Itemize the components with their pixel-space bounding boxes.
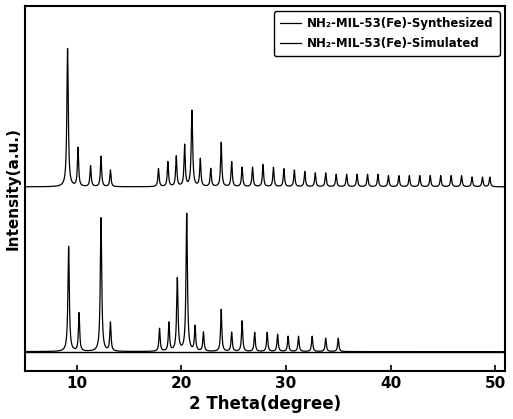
NH₂-MIL-53(Fe)-Simulated bbox=[184, 211, 190, 216]
NH₂-MIL-53(Fe)-Simulated bbox=[404, 349, 410, 354]
NH₂-MIL-53(Fe)-Simulated bbox=[378, 349, 384, 354]
NH₂-MIL-53(Fe)-Simulated bbox=[502, 349, 508, 354]
NH₂-MIL-53(Fe)-Simulated bbox=[306, 348, 312, 353]
NH₂-MIL-53(Fe)-Synthesized bbox=[502, 184, 508, 189]
NH₂-MIL-53(Fe)-Simulated bbox=[327, 349, 333, 354]
NH₂-MIL-53(Fe)-Synthesized bbox=[378, 184, 384, 189]
Line: NH₂-MIL-53(Fe)-Simulated: NH₂-MIL-53(Fe)-Simulated bbox=[25, 213, 505, 352]
NH₂-MIL-53(Fe)-Synthesized bbox=[327, 184, 333, 189]
NH₂-MIL-53(Fe)-Synthesized bbox=[22, 184, 28, 189]
NH₂-MIL-53(Fe)-Simulated bbox=[196, 347, 202, 352]
X-axis label: 2 Theta(degree): 2 Theta(degree) bbox=[189, 396, 341, 414]
Line: NH₂-MIL-53(Fe)-Synthesized: NH₂-MIL-53(Fe)-Synthesized bbox=[25, 49, 505, 187]
Y-axis label: Intensity(a.u.): Intensity(a.u.) bbox=[6, 127, 21, 250]
NH₂-MIL-53(Fe)-Simulated bbox=[22, 349, 28, 354]
NH₂-MIL-53(Fe)-Synthesized bbox=[404, 183, 410, 188]
NH₂-MIL-53(Fe)-Synthesized bbox=[46, 184, 52, 189]
NH₂-MIL-53(Fe)-Synthesized bbox=[65, 46, 71, 51]
Legend: NH₂-MIL-53(Fe)-Synthesized, NH₂-MIL-53(Fe)-Simulated: NH₂-MIL-53(Fe)-Synthesized, NH₂-MIL-53(F… bbox=[274, 11, 500, 56]
NH₂-MIL-53(Fe)-Simulated bbox=[46, 349, 52, 354]
NH₂-MIL-53(Fe)-Synthesized bbox=[196, 177, 202, 182]
NH₂-MIL-53(Fe)-Synthesized bbox=[306, 184, 312, 189]
